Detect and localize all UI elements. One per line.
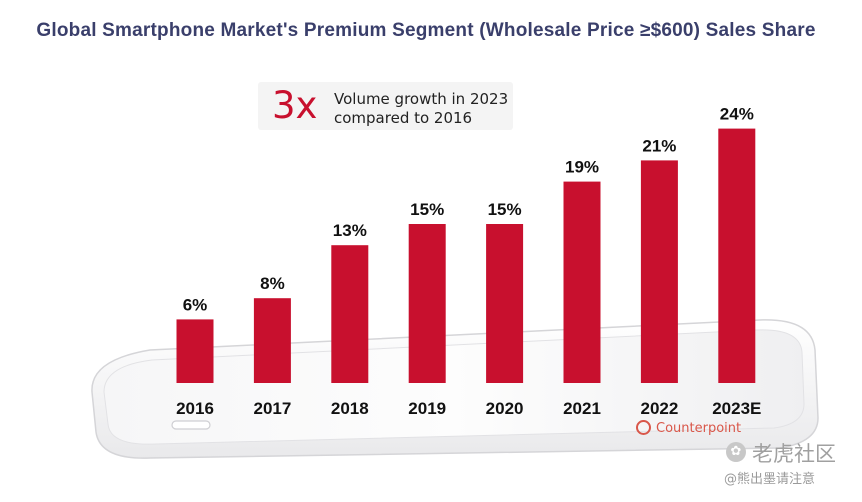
x-tick-label-2021: 2021	[563, 399, 601, 418]
data-label-2020: 15%	[488, 200, 522, 219]
x-tick-label-2018: 2018	[331, 399, 369, 418]
bar-2022	[640, 160, 678, 383]
bar-2023E	[718, 128, 756, 383]
data-label-2021: 19%	[565, 158, 599, 177]
data-label-2018: 13%	[333, 221, 367, 240]
x-tick-label-2017: 2017	[253, 399, 291, 418]
bar-2018	[331, 245, 369, 383]
data-label-2019: 15%	[410, 200, 444, 219]
source-logo: Counterpoint	[636, 420, 741, 436]
watermark: ✿ 老虎社区 @熊出墨请注意	[724, 438, 856, 492]
x-tick-label-2016: 2016	[176, 399, 214, 418]
bars-group: 6% 2016 8% 2017 13% 2018 15% 2019 15% 2020 19% 2021…	[176, 105, 761, 418]
growth-callout: 3x Volume growth in 2023 compared to 201…	[258, 82, 513, 130]
data-label-2016: 6%	[183, 295, 208, 314]
data-label-2023E: 24%	[720, 105, 754, 124]
phone-home-button	[171, 420, 211, 430]
x-tick-label-2019: 2019	[408, 399, 446, 418]
bar-2021	[563, 181, 601, 383]
bar-2019	[408, 224, 446, 383]
tiger-community-icon: ✿	[726, 442, 746, 462]
x-tick-label-2023E: 2023E	[712, 399, 761, 418]
data-label-2022: 21%	[642, 136, 676, 155]
source-label: Counterpoint	[656, 421, 742, 436]
x-tick-label-2020: 2020	[486, 399, 524, 418]
watermark-note: @熊出墨请注意	[724, 472, 816, 487]
bar-2016	[176, 319, 214, 383]
bar-2017	[253, 298, 291, 383]
callout-line-1: Volume growth in 2023	[334, 90, 509, 108]
x-tick-label-2022: 2022	[640, 399, 678, 418]
bar-2020	[486, 224, 524, 383]
counterpoint-logo-icon	[636, 420, 651, 435]
growth-multiplier: 3x	[272, 84, 318, 127]
callout-line-2: compared to 2016	[334, 109, 473, 127]
data-label-2017: 8%	[260, 274, 285, 293]
chart-title: Global Smartphone Market's Premium Segme…	[36, 20, 816, 41]
watermark-name: 老虎社区	[752, 442, 836, 466]
